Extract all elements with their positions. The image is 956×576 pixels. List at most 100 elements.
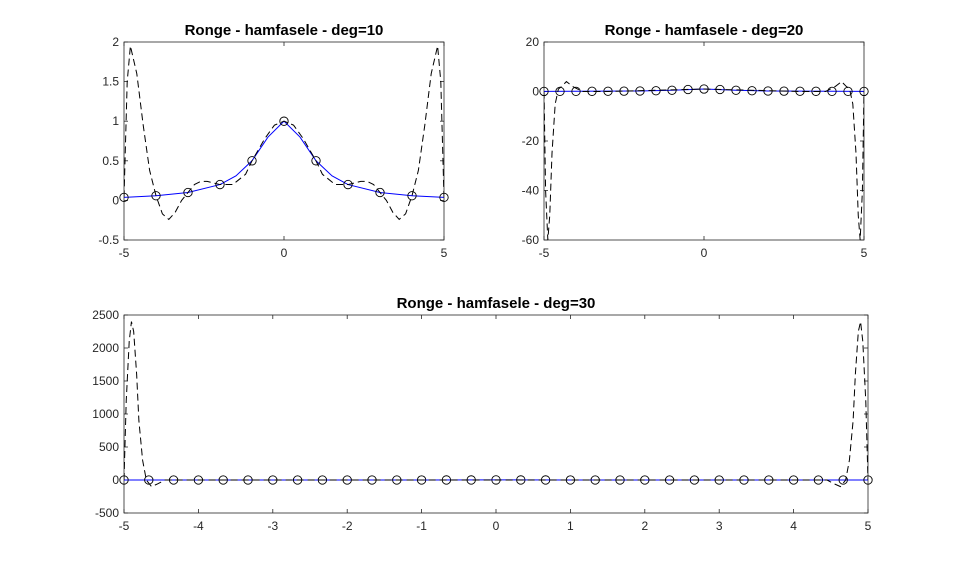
node-marker (168, 475, 179, 485)
node-marker (838, 475, 848, 485)
node-marker (441, 475, 452, 485)
x-tick-label: 0 (493, 519, 500, 533)
x-tick-label: 5 (441, 246, 448, 260)
y-tick-label: -20 (522, 134, 540, 148)
plot-area (124, 321, 868, 488)
axes-box (123, 314, 869, 514)
y-tick-label: 20 (526, 35, 540, 49)
y-tick-label: 1.5 (102, 75, 119, 89)
node-marker (439, 192, 449, 203)
x-tick-label: 2 (641, 519, 648, 533)
node-marker (193, 475, 204, 485)
node-marker (268, 475, 278, 485)
y-tick-label: -0.5 (98, 233, 119, 247)
node-marker (739, 475, 749, 485)
node-marker (183, 187, 193, 198)
node-marker (715, 84, 725, 95)
x-tick-label: 0 (281, 246, 288, 260)
node-marker (590, 475, 600, 485)
chart-title: Ronge - hamfasele - deg=10 (185, 22, 384, 39)
x-tick-label: 3 (716, 519, 723, 533)
y-tick-label: -60 (522, 233, 540, 247)
node-marker (243, 475, 253, 485)
node-marker (795, 86, 805, 96)
x-tick-label: 5 (865, 519, 872, 533)
node-marker (215, 179, 225, 190)
node-marker (615, 475, 625, 485)
node-marker (699, 84, 709, 94)
axes-box (123, 41, 445, 241)
node-marker (292, 475, 303, 485)
node-marker (859, 86, 869, 97)
x-tick-label: -1 (416, 519, 427, 533)
x-tick-label: 4 (790, 519, 797, 533)
y-tick-label: 1 (112, 114, 119, 128)
interpolant-line (544, 80, 864, 240)
x-tick-label: -5 (539, 246, 550, 260)
subplot-deg-10: Ronge - hamfasele - deg=10 -5 0 5 -0.5 0 0.5 1 1… (98, 22, 449, 260)
y-tick-label: 0.5 (102, 154, 119, 168)
node-marker (764, 475, 774, 485)
node-marker (343, 179, 353, 190)
node-marker (779, 86, 789, 96)
node-marker (603, 86, 613, 96)
node-marker (375, 187, 385, 198)
node-marker (151, 191, 161, 201)
node-marker (540, 475, 551, 485)
node-marker (651, 86, 661, 96)
node-marker (466, 475, 476, 485)
node-marker (555, 86, 565, 97)
y-tick-label: 500 (99, 440, 119, 454)
interpolant-line (124, 45, 444, 221)
x-tick-label: -2 (342, 519, 353, 533)
node-marker (279, 116, 289, 126)
x-tick-label: 1 (567, 519, 574, 533)
x-tick-label: -5 (119, 246, 130, 260)
node-marker (667, 85, 677, 95)
node-marker (571, 86, 581, 97)
y-tick-label: 1000 (92, 407, 119, 421)
node-marker (689, 475, 700, 485)
y-tick-label: 0 (112, 473, 119, 487)
node-marker (317, 475, 328, 485)
node-marker (516, 475, 526, 485)
node-marker (392, 475, 402, 485)
y-tick-label: -40 (522, 184, 540, 198)
chart-title: Ronge - hamfasele - deg=30 (397, 295, 596, 312)
node-marker (683, 84, 693, 95)
y-tick-label: 0 (532, 85, 539, 99)
node-marker (619, 86, 629, 96)
axes-box (543, 41, 865, 241)
x-tick-label: 0 (701, 246, 708, 260)
chart-title: Ronge - hamfasele - deg=20 (605, 22, 804, 39)
y-tick-label: 2 (112, 35, 119, 49)
node-marker (863, 475, 873, 485)
node-marker (119, 192, 129, 203)
node-marker (367, 475, 377, 485)
plot-area (124, 45, 444, 221)
node-marker (218, 475, 228, 485)
node-marker (763, 86, 773, 96)
interpolant-line (124, 321, 868, 488)
node-marker (407, 191, 417, 201)
x-tick-label: 5 (861, 246, 868, 260)
node-marker (635, 86, 645, 96)
node-marker (539, 86, 549, 97)
x-tick-label: -3 (267, 519, 278, 533)
node-marker (788, 475, 799, 485)
y-tick-label: 0 (112, 193, 119, 207)
plot-area (544, 80, 864, 240)
node-marker (311, 156, 321, 166)
x-tick-label: -5 (119, 519, 130, 533)
y-tick-label: 1500 (92, 374, 119, 388)
node-marker (664, 475, 675, 485)
node-marker (813, 475, 824, 485)
y-tick-label: -500 (95, 506, 119, 520)
node-marker (144, 475, 154, 485)
subplot-deg-20: Ronge - hamfasele - deg=20 -5 0 5 -60 -40 -20 0… (522, 22, 869, 260)
node-marker (587, 86, 597, 96)
y-tick-label: 2500 (92, 308, 119, 322)
node-marker (247, 156, 257, 166)
node-marker (827, 86, 837, 97)
